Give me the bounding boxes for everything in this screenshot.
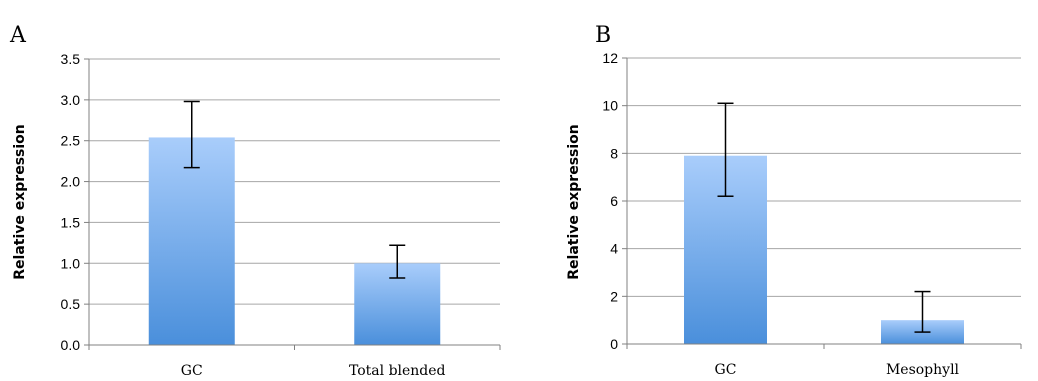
x-tick-label: Total blended [349, 363, 446, 379]
error-bar [389, 244, 406, 279]
y-tick-label: 8 [610, 145, 618, 161]
y-tick-label: 0.0 [61, 337, 81, 353]
y-tick-label: 4 [610, 241, 618, 257]
panel-label-a: A [9, 23, 27, 48]
y-tick-label: 12 [602, 50, 618, 66]
x-tick-label: GC [715, 362, 737, 378]
y-tick-label: 6 [610, 193, 618, 209]
bar [148, 137, 235, 345]
chart-panel-b: B Relative expression 0 2 4 6 8 10 12 GC Mesoph… [566, 23, 1022, 378]
y-tick-label: 0.5 [61, 296, 81, 312]
error-bar [914, 290, 931, 333]
error-bar [183, 100, 200, 169]
y-tick-label: 3.0 [61, 92, 81, 108]
chart-panel-a: A Relative expression 0.0 0.5 1.0 1.5 2.0 2.5… [9, 23, 501, 379]
y-axis-label-a: Relative expression [12, 124, 28, 280]
y-tick-label: 1.0 [61, 255, 81, 271]
y-tick-label: 0 [610, 336, 618, 352]
x-tick-label: Mesophyll [886, 362, 960, 378]
y-axis-label-b: Relative expression [566, 124, 582, 280]
y-tick-label: 2.5 [61, 133, 81, 149]
y-tick-label: 10 [602, 98, 618, 114]
error-bar [717, 102, 734, 197]
y-tick-label: 1.5 [61, 214, 81, 230]
x-tick-label: GC [181, 363, 203, 379]
y-tick-label: 2.0 [61, 174, 81, 190]
panel-label-b: B [595, 23, 611, 48]
y-tick-label: 2 [610, 288, 618, 304]
y-tick-label: 3.5 [61, 51, 81, 67]
